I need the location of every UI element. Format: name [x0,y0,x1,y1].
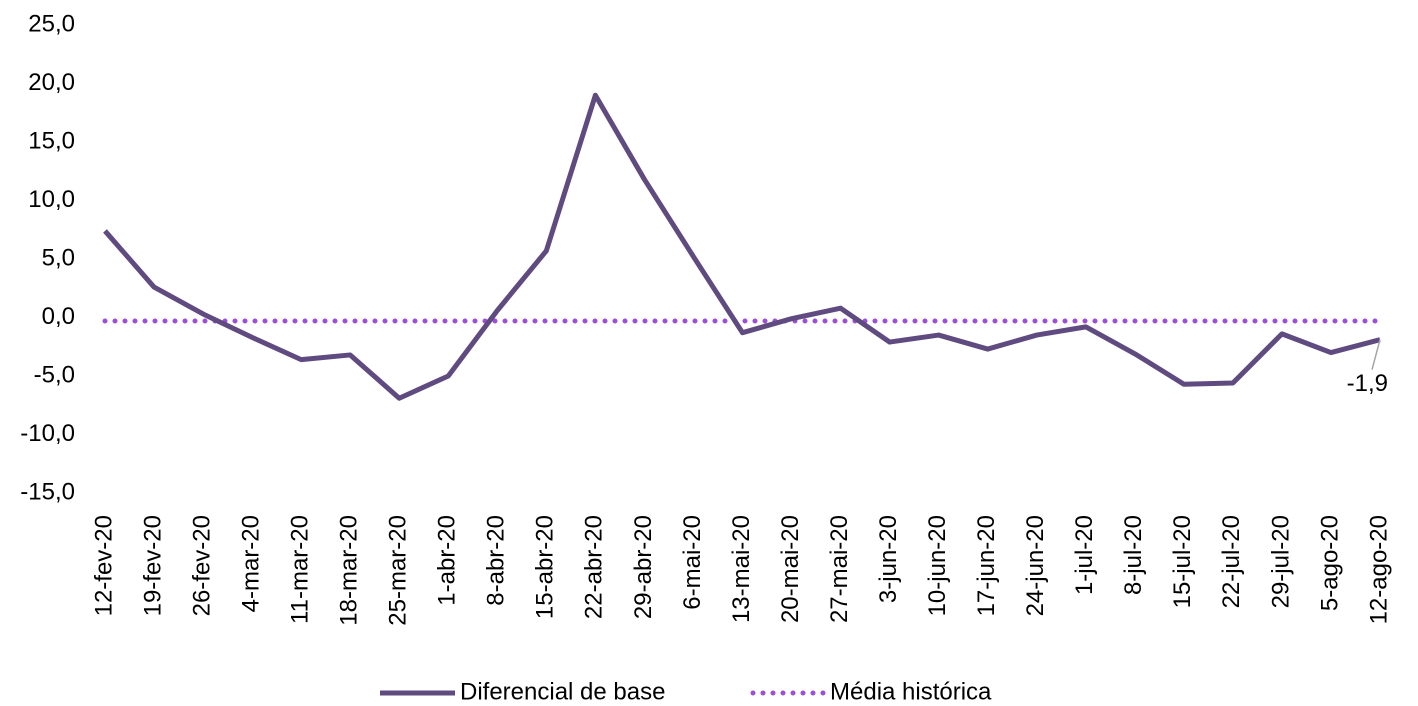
x-tick-label: 6-mai-20 [679,515,706,610]
x-tick-label: 27-mai-20 [826,515,853,623]
label-leader [1371,339,1381,370]
x-tick-label: 22-abr-20 [581,515,608,619]
x-tick-label: 17-jun-20 [973,515,1000,616]
x-tick-label: 8-abr-20 [483,515,510,606]
y-tick-label: 25,0 [28,10,75,37]
x-tick-label: 11-mar-20 [286,515,313,624]
y-tick-label: 10,0 [28,186,75,213]
x-tick-label: 12-fev-20 [90,515,117,616]
legend-label: Diferencial de base [460,678,665,705]
x-tick-label: 18-mar-20 [336,515,363,626]
x-tick-label: 19-fev-20 [139,515,166,616]
y-tick-label: 15,0 [28,127,75,154]
x-tick-label: 29-jul-20 [1267,515,1294,608]
y-tick-label: -10,0 [20,420,75,447]
legend-label: Média histórica [830,678,992,705]
x-tick-label: 25-mar-20 [385,515,412,626]
series-line [103,92,1381,401]
y-tick-label: -5,0 [34,361,75,388]
x-tick-label: 13-mai-20 [728,515,755,623]
y-tick-label: 0,0 [42,303,75,330]
x-tick-label: 10-jun-20 [924,515,951,616]
x-tick-label: 26-fev-20 [188,515,215,616]
x-tick-label: 15-abr-20 [532,515,559,619]
y-tick-label: -15,0 [20,478,75,505]
y-tick-label: 5,0 [42,244,75,271]
x-tick-label: 22-jul-20 [1218,515,1245,608]
x-tick-label: 12-ago-20 [1365,515,1392,624]
x-tick-label: 5-ago-20 [1316,515,1343,611]
data-label: -1,9 [1347,370,1388,397]
y-tick-label: 20,0 [28,69,75,96]
x-tick-label: 3-jun-20 [875,515,902,603]
x-tick-label: 24-jun-20 [1022,515,1049,616]
x-tick-label: 29-abr-20 [630,515,657,619]
x-tick-label: 1-abr-20 [434,515,461,606]
x-tick-label: 8-jul-20 [1120,515,1147,595]
x-tick-label: 1-jul-20 [1071,515,1098,595]
x-tick-label: 15-jul-20 [1169,515,1196,608]
x-tick-label: 20-mai-20 [777,515,804,623]
x-tick-label: 4-mar-20 [237,515,264,612]
